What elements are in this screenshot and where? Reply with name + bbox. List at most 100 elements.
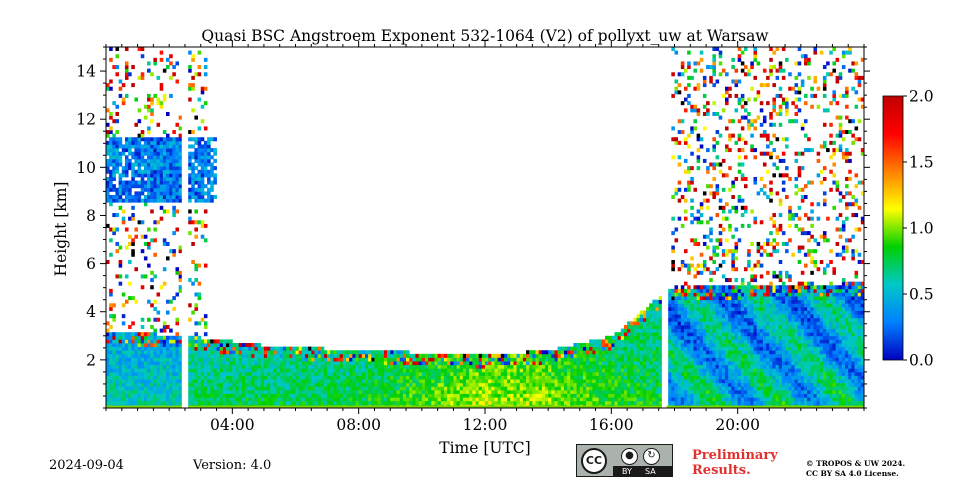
heatmap-cell [166,173,170,178]
heatmap-cell [399,389,404,394]
heatmap-cell [109,144,113,149]
heatmap-cell [674,299,679,304]
heatmap-cell [166,155,170,160]
heatmap-cell [134,169,138,174]
heatmap-cell [434,375,439,380]
heatmap-cell [440,397,445,402]
heatmap-cell [226,368,230,373]
heatmap-cell [304,368,309,373]
heatmap-cell [630,335,634,340]
heatmap-cell [674,368,679,373]
heatmap-cell [109,47,113,52]
heatmap-cell [109,393,113,398]
heatmap-cell [702,75,707,80]
heatmap-cell [194,386,198,391]
heatmap-cell [548,364,552,369]
heatmap-cell [188,379,192,384]
heatmap-cell [683,137,688,142]
heatmap-cell [390,350,394,355]
heatmap-cell [188,83,192,88]
heatmap-cell [390,382,394,387]
heatmap-cell [137,133,142,138]
heatmap-cell [614,361,619,366]
heatmap-cell [162,140,167,145]
heatmap-cell [706,397,710,402]
heatmap-cell [200,151,205,156]
heatmap-cell [709,306,713,311]
heatmap-cell [150,285,154,290]
heatmap-cell [693,350,698,355]
heatmap-cell [513,397,517,402]
heatmap-cell [194,332,198,337]
heatmap-cell [172,382,176,387]
heatmap-cell [683,321,688,326]
heatmap-cell [210,346,214,351]
heatmap-cell [292,382,296,387]
heatmap-cell [718,339,723,344]
heatmap-cell [576,364,581,369]
heatmap-cell [709,227,713,232]
heatmap-cell [194,339,198,344]
heatmap-cell [387,368,391,373]
heatmap-cell [516,353,521,358]
heatmap-cell [273,346,277,351]
heatmap-cell [582,350,587,355]
heatmap-cell [112,133,116,138]
heatmap-cell [267,393,271,398]
heatmap-cell [683,346,688,351]
heatmap-cell [472,397,476,402]
heatmap-cell [715,350,720,355]
heatmap-cell [589,382,593,387]
heatmap-cell [106,389,110,394]
heatmap-cell [690,292,694,297]
heatmap-cell [317,389,322,394]
heatmap-cell [162,346,167,351]
heatmap-cell [683,303,688,308]
heatmap-cell [630,321,634,326]
heatmap-cell [203,151,208,156]
heatmap-cell [690,75,694,80]
heatmap-cell [166,137,170,142]
heatmap-cell [712,245,716,250]
heatmap-cell [387,353,391,358]
heatmap-cell [194,292,198,297]
heatmap-cell [194,234,198,239]
heatmap-cell [159,350,164,355]
heatmap-cell [213,350,217,355]
heatmap-cell [273,361,277,366]
heatmap-cell [712,57,716,62]
heatmap-cell [649,346,653,351]
heatmap-cell [677,393,682,398]
heatmap-cell [443,361,448,366]
heatmap-cell [124,93,129,98]
heatmap-cell [721,321,726,326]
heatmap-cell [260,397,265,402]
heatmap-cell [617,357,622,362]
heatmap-cell [718,389,723,394]
heatmap-cell [595,382,600,387]
heatmap-cell [617,332,622,337]
heatmap-cell [535,379,540,384]
heatmap-cell [557,346,562,351]
heatmap-cell [333,364,337,369]
heatmap-cell [197,65,202,70]
heatmap-cell [197,148,202,153]
heatmap-cell [598,400,603,405]
heatmap-cell [652,361,656,366]
heatmap-cell [140,137,145,142]
heatmap-cell [235,393,240,398]
heatmap-cell [112,162,116,167]
heatmap-cell [178,158,183,163]
heatmap-cell [712,353,716,358]
heatmap-cell [323,357,328,362]
heatmap-cell [128,350,132,355]
heatmap-cell [687,339,691,344]
heatmap-cell [200,317,205,322]
heatmap-cell [112,379,116,384]
heatmap-cell [440,375,445,380]
heatmap-cell [276,361,281,366]
heatmap-cell [712,343,716,348]
heatmap-cell [447,361,451,366]
heatmap-cell [147,343,151,348]
heatmap-cell [456,357,461,362]
